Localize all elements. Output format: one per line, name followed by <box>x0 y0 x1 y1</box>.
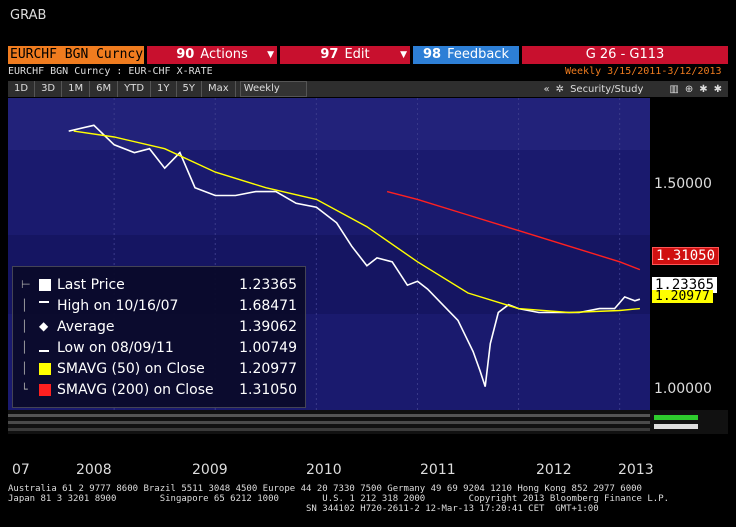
edit-menu[interactable]: 97 Edit ▼ <box>280 46 410 64</box>
tree-branch-icon: │ <box>21 362 28 375</box>
legend-row-sma50[interactable]: │ SMAVG (50) on Close 1.20977 <box>21 361 297 377</box>
dropdown-arrow-icon: ▼ <box>400 50 407 60</box>
swatch-icon <box>39 279 51 291</box>
tree-branch-icon: ⊢ <box>21 278 31 291</box>
panel-tag <box>654 415 698 420</box>
x-axis: 07 2008 2009 2010 2011 2012 2013 <box>0 460 736 482</box>
frequency-select[interactable]: Weekly <box>239 81 307 97</box>
swatch-icon <box>39 384 51 396</box>
page-indicator: G 26 - G113 <box>522 46 728 64</box>
sma50-price-tag: 1.20977 <box>652 290 713 303</box>
panel-strip <box>8 421 650 424</box>
low-marker-icon <box>39 350 49 352</box>
sma200-price-tag: 1.31050 <box>652 247 720 265</box>
legend-row-sma200[interactable]: └ SMAVG (200) on Close 1.31050 <box>21 382 297 398</box>
tree-branch-icon: │ <box>21 320 28 333</box>
gear-icon[interactable]: ✲ <box>555 83 565 95</box>
x-tick-label: 2011 <box>420 462 456 478</box>
panel-strip <box>8 428 650 431</box>
range-1y[interactable]: 1Y <box>151 81 177 97</box>
panel-tag <box>654 424 698 429</box>
series-line <box>386 190 641 271</box>
dropdown-arrow-icon: ▼ <box>267 50 274 60</box>
panel-strip <box>8 414 650 417</box>
security-description: EURCHF BGN Curncy : EUR-CHF X-RATE <box>8 66 213 77</box>
last-price-tag: 1.23365 <box>652 277 718 293</box>
x-tick-label: 2012 <box>536 462 572 478</box>
legend-row-average[interactable]: │ ◆ Average 1.39062 <box>21 319 297 335</box>
legend-row-low[interactable]: │ Low on 08/09/11 1.00749 <box>21 340 297 356</box>
range-bar: 1D 3D 1M 6M YTD 1Y 5Y Max Weekly « ✲ Sec… <box>8 81 728 97</box>
actions-menu[interactable]: 90 Actions ▼ <box>147 46 277 64</box>
footer-contacts: Australia 61 2 9777 8600 Brazil 5511 304… <box>8 484 670 514</box>
cog-icon[interactable]: ✱ <box>713 83 722 95</box>
x-tick-label: 2008 <box>76 462 112 478</box>
legend-row-last-price[interactable]: ⊢ Last Price 1.23365 <box>21 277 297 293</box>
range-5y[interactable]: 5Y <box>177 81 203 97</box>
feedback-button[interactable]: 98 Feedback <box>413 46 519 64</box>
x-tick-label: 2010 <box>306 462 342 478</box>
legend-row-high[interactable]: │ High on 10/16/07 1.68471 <box>21 298 297 314</box>
security-field[interactable]: EURCHF BGN Curncy <box>8 46 144 64</box>
x-tick-label: 2013 <box>618 462 654 478</box>
series-line <box>73 130 640 314</box>
average-marker-icon: ◆ <box>39 319 49 333</box>
date-range[interactable]: Weekly 3/15/2011-3/12/2013 <box>565 66 722 77</box>
range-1m[interactable]: 1M <box>62 81 91 97</box>
tree-branch-icon: └ <box>21 383 28 396</box>
swatch-icon <box>39 363 51 375</box>
window-title: GRAB <box>10 8 47 23</box>
zoom-icon[interactable]: ⊕ <box>684 83 694 95</box>
chart-legend: ⊢ Last Price 1.23365 │ High on 10/16/07 … <box>12 266 306 408</box>
chart-icon[interactable]: ▥ <box>669 83 679 95</box>
x-tick-label: 2009 <box>192 462 228 478</box>
lower-panel <box>8 410 728 434</box>
series-line <box>68 124 641 387</box>
y-tick-label: 1.50000 <box>654 176 712 192</box>
plot-band <box>8 98 650 150</box>
range-ytd[interactable]: YTD <box>118 81 152 97</box>
range-max[interactable]: Max <box>202 81 236 97</box>
x-tick-label: 07 <box>12 462 30 478</box>
y-axis: 1.50000 1.00000 <box>650 176 736 476</box>
y-tick-label: 1.00000 <box>654 381 712 397</box>
range-6m[interactable]: 6M <box>90 81 119 97</box>
function-toolbar: EURCHF BGN Curncy 90 Actions ▼ 97 Edit ▼ 9… <box>8 46 728 64</box>
high-marker-icon <box>39 301 49 303</box>
collapse-icon[interactable]: « <box>543 83 550 95</box>
tree-branch-icon: │ <box>21 299 28 312</box>
security-study-button[interactable]: Security/Study <box>570 83 644 95</box>
tree-branch-icon: │ <box>21 341 28 354</box>
study-controls: « ✲ Security/Study ▥ ⊕ ✱ ✱ <box>544 84 728 95</box>
range-3d[interactable]: 3D <box>35 81 63 97</box>
range-1d[interactable]: 1D <box>8 81 36 97</box>
settings-icon[interactable]: ✱ <box>699 83 708 95</box>
